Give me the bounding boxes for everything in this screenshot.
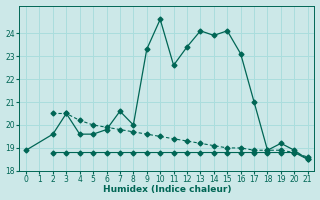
X-axis label: Humidex (Indice chaleur): Humidex (Indice chaleur) bbox=[103, 185, 231, 194]
